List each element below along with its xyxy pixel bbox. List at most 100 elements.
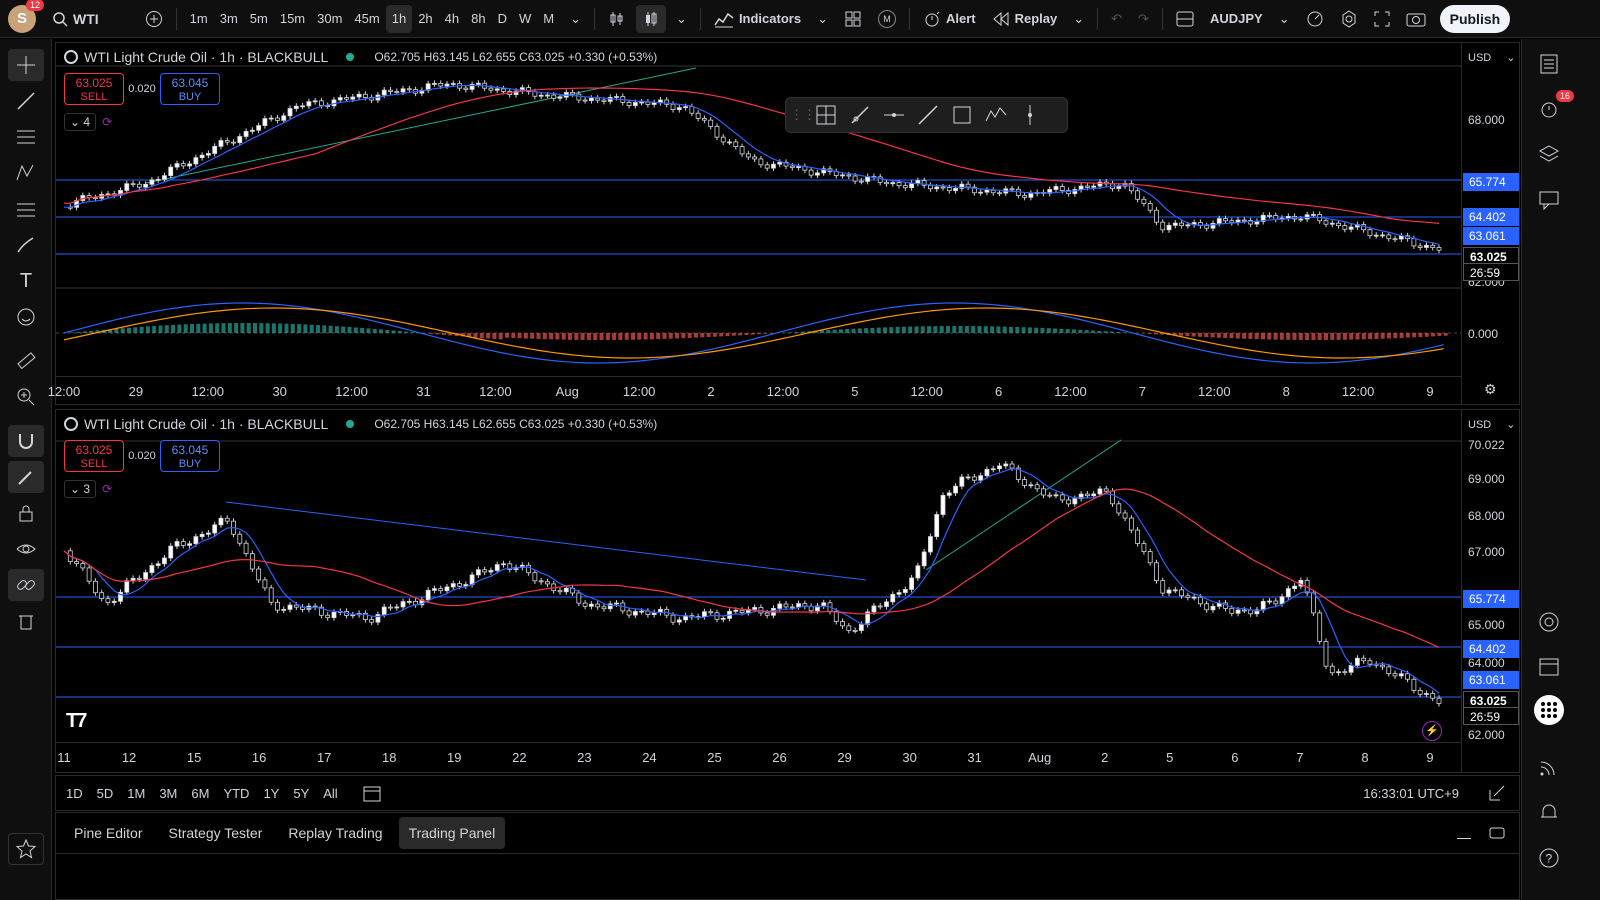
layout-dropdown[interactable]: ⌄ bbox=[1273, 5, 1296, 33]
forecast-tool[interactable] bbox=[8, 193, 44, 225]
help-button[interactable]: ? bbox=[1534, 843, 1564, 873]
buy-button[interactable]: 63.045 BUY bbox=[160, 73, 220, 105]
interval-d[interactable]: D bbox=[497, 11, 507, 26]
avatar[interactable]: S 12 bbox=[8, 0, 44, 33]
layout-name[interactable]: AUDJPY bbox=[1204, 5, 1269, 33]
interval-dropdown[interactable]: ⌄ bbox=[564, 5, 587, 33]
magnet-tool[interactable] bbox=[8, 425, 44, 457]
indicator-toggle[interactable]: ⌄ 3 ⟳ bbox=[64, 480, 112, 498]
interval-45m[interactable]: 45m bbox=[354, 11, 380, 26]
interval-1m[interactable]: 1m bbox=[189, 11, 208, 26]
calendar-icon[interactable] bbox=[362, 783, 382, 803]
bar-style-button[interactable] bbox=[602, 5, 632, 33]
remove-tool[interactable] bbox=[8, 605, 44, 637]
range-5d[interactable]: 5D bbox=[96, 785, 114, 801]
chart-title[interactable]: WTI Light Crude Oil · 1h · BLACKBULL bbox=[84, 416, 329, 432]
interval-5m[interactable]: 5m bbox=[249, 11, 268, 26]
calendar-button[interactable] bbox=[1534, 651, 1564, 681]
elliott-wave-icon[interactable] bbox=[984, 103, 1008, 127]
emoji-tool[interactable] bbox=[8, 301, 44, 333]
m-button[interactable]: M bbox=[872, 5, 902, 33]
layout-toggle-button[interactable] bbox=[1170, 5, 1200, 33]
products-button[interactable] bbox=[1534, 695, 1564, 725]
tab-trading-panel[interactable]: Trading Panel bbox=[398, 817, 506, 849]
tab-strategy-tester[interactable]: Strategy Tester bbox=[168, 825, 263, 841]
indicator-count[interactable]: ⌄ 4 bbox=[64, 113, 97, 131]
symbol-search[interactable]: WTI bbox=[46, 5, 105, 33]
stay-drawing-tool[interactable] bbox=[8, 461, 44, 493]
compare-symbol-button[interactable] bbox=[139, 5, 169, 33]
lock-tool[interactable] bbox=[8, 497, 44, 529]
crosshair-tool[interactable] bbox=[8, 49, 44, 81]
indicators-dropdown[interactable]: ⌄ bbox=[811, 5, 834, 33]
currency-selector[interactable]: USD ⌄ bbox=[1468, 51, 1516, 64]
redo-button[interactable]: ↷ bbox=[1132, 5, 1155, 33]
sell-button[interactable]: 63.025 SELL bbox=[64, 440, 124, 472]
price-axis-2[interactable]: USD ⌄ 70.022 69.000 68.000 67.000 65.000… bbox=[1461, 410, 1519, 772]
range-5y[interactable]: 5Y bbox=[293, 785, 310, 801]
indicator-count[interactable]: ⌄ 3 bbox=[64, 480, 97, 498]
interval-8h[interactable]: 8h bbox=[471, 11, 486, 26]
range-6m[interactable]: 6M bbox=[191, 785, 210, 801]
maximize-icon[interactable] bbox=[1489, 785, 1505, 801]
watchlist-button[interactable] bbox=[1534, 49, 1564, 79]
buy-button[interactable]: 63.045 BUY bbox=[160, 440, 220, 472]
refresh-icon[interactable]: ⟳ bbox=[102, 115, 113, 129]
layouts-button[interactable] bbox=[838, 5, 868, 33]
tab-pine-editor[interactable]: Pine Editor bbox=[74, 825, 143, 841]
interval-2h[interactable]: 2h bbox=[418, 11, 433, 26]
snapshot-button[interactable] bbox=[1400, 5, 1432, 33]
range-1y[interactable]: 1Y bbox=[263, 785, 280, 801]
crosshair-box-icon[interactable] bbox=[814, 103, 838, 127]
drag-handle-icon[interactable]: ⋮⋮ bbox=[790, 107, 816, 122]
minimize-icon[interactable] bbox=[1457, 825, 1471, 839]
interval-15m[interactable]: 15m bbox=[279, 11, 306, 26]
price-chart-2[interactable] bbox=[56, 410, 1462, 742]
interval-3m[interactable]: 3m bbox=[219, 11, 238, 26]
range-1m[interactable]: 1M bbox=[127, 785, 146, 801]
indicator-toggle[interactable]: ⌄ 4 ⟳ bbox=[64, 113, 112, 131]
brush-tool[interactable] bbox=[8, 229, 44, 261]
sync-tool[interactable] bbox=[8, 569, 44, 601]
favorites-tool[interactable] bbox=[8, 833, 44, 865]
undo-button[interactable]: ↶ bbox=[1105, 5, 1128, 33]
price-chart-1[interactable] bbox=[56, 43, 1462, 376]
interval-1h[interactable]: 1h bbox=[385, 4, 413, 33]
time-axis-2[interactable]: 11 12 15 16 17 18 19 22 23 24 25 26 29 30 31 Aug 2 5 6 7 8 9 bbox=[56, 742, 1462, 772]
data-window-button[interactable] bbox=[1534, 139, 1564, 169]
restore-icon[interactable] bbox=[1489, 825, 1505, 841]
trend-line-tool[interactable] bbox=[8, 85, 44, 117]
fib-tool[interactable] bbox=[8, 121, 44, 153]
lightning-icon[interactable]: ⚡ bbox=[1422, 721, 1442, 741]
text-tool[interactable]: T bbox=[8, 265, 44, 297]
rectangle-icon[interactable] bbox=[950, 103, 974, 127]
line-tool-icon[interactable] bbox=[916, 103, 940, 127]
interval-m[interactable]: M bbox=[543, 11, 555, 26]
indicators-button[interactable]: Indicators bbox=[708, 5, 807, 33]
range-3m[interactable]: 3M bbox=[159, 785, 178, 801]
alert-button[interactable]: Alert bbox=[917, 5, 982, 33]
price-axis-1[interactable]: USD ⌄ 68.000 62.000 0.000 65.774 64.402 … bbox=[1461, 43, 1519, 404]
range-all[interactable]: All bbox=[323, 785, 338, 801]
chart-title[interactable]: WTI Light Crude Oil · 1h · BLACKBULL bbox=[84, 49, 329, 65]
range-1d[interactable]: 1D bbox=[66, 785, 83, 801]
interval-4h[interactable]: 4h bbox=[444, 11, 460, 26]
streams-button[interactable] bbox=[1534, 752, 1564, 782]
time-axis-1[interactable]: 12:00 29 12:00 30 12:00 31 12:00 Aug 12:00 2 12:00… bbox=[48, 376, 1462, 406]
publish-button[interactable]: Publish bbox=[1439, 4, 1511, 33]
alerts-button[interactable]: 16 bbox=[1534, 90, 1574, 124]
refresh-icon[interactable]: ⟳ bbox=[102, 482, 113, 496]
fullscreen-button[interactable] bbox=[1368, 5, 1396, 33]
hide-tool[interactable] bbox=[8, 533, 44, 565]
zoom-tool[interactable] bbox=[8, 381, 44, 413]
notifications-button[interactable] bbox=[1534, 797, 1564, 827]
interval-30m[interactable]: 30m bbox=[317, 11, 343, 26]
horizontal-line-icon[interactable] bbox=[882, 103, 906, 127]
settings-icon[interactable]: ⚙ bbox=[1484, 381, 1497, 397]
chart-type-dropdown[interactable]: ⌄ bbox=[670, 5, 693, 33]
quick-search-button[interactable] bbox=[1300, 5, 1330, 33]
chats-button[interactable] bbox=[1534, 185, 1564, 215]
pattern-tool[interactable] bbox=[8, 157, 44, 189]
target-button[interactable] bbox=[1534, 607, 1564, 637]
interval-w[interactable]: W bbox=[519, 11, 532, 26]
